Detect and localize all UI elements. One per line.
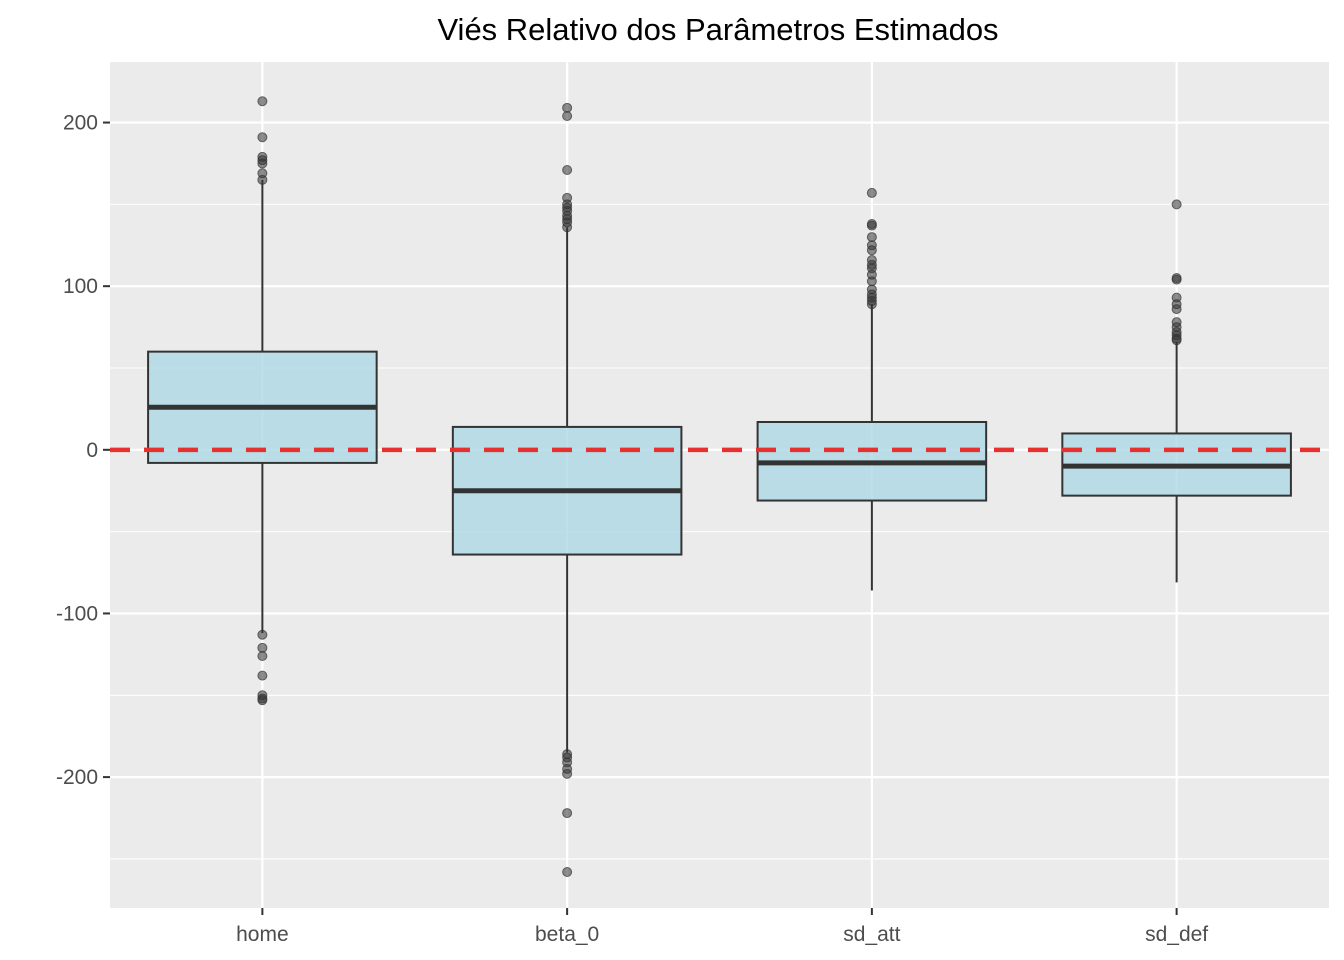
x-tick-label: beta_0 [535, 923, 599, 946]
outlier-point [1171, 304, 1182, 315]
outlier-point [866, 187, 877, 198]
outlier-point [866, 245, 877, 256]
outlier-point [257, 642, 268, 653]
chart-title: Viés Relativo dos Parâmetros Estimados [437, 12, 998, 47]
x-tick-label: sd_def [1145, 923, 1208, 946]
outlier-point [866, 232, 877, 243]
outlier-point [562, 768, 573, 779]
outlier-point [1171, 199, 1182, 210]
box-home [147, 96, 378, 706]
y-tick-label: 200 [63, 112, 98, 135]
outlier-point [257, 651, 268, 661]
x-tick-label: home [236, 923, 289, 946]
x-axis: home beta_0 sd_att sd_def [236, 908, 1208, 946]
outlier-point [562, 111, 573, 121]
outlier-point [257, 174, 268, 185]
outlier-point [866, 299, 877, 310]
y-tick-label: 100 [63, 275, 98, 298]
y-axis: -200 -100 0 100 200 [56, 112, 110, 789]
box-sd_def [1061, 199, 1292, 583]
outlier-point [257, 96, 268, 107]
y-tick-label: -100 [56, 602, 98, 625]
outlier-point [257, 695, 268, 706]
outlier-point [562, 222, 573, 233]
outlier-point [1171, 335, 1182, 346]
outlier-point [1171, 274, 1182, 285]
y-tick-label: -200 [56, 766, 98, 789]
outlier-point [866, 276, 877, 287]
outlier-point [257, 132, 268, 143]
outlier-point [562, 867, 573, 877]
box-sd_att [756, 187, 988, 591]
x-tick-label: sd_att [843, 923, 900, 946]
y-tick-label: 0 [86, 439, 98, 462]
outlier-point [562, 808, 573, 819]
outlier-point [257, 629, 268, 640]
boxes-layer [147, 96, 1292, 877]
outlier-point [562, 165, 573, 175]
outlier-point [257, 158, 268, 169]
outlier-point [562, 102, 573, 113]
outlier-point [257, 670, 268, 681]
outlier-point [866, 220, 877, 231]
